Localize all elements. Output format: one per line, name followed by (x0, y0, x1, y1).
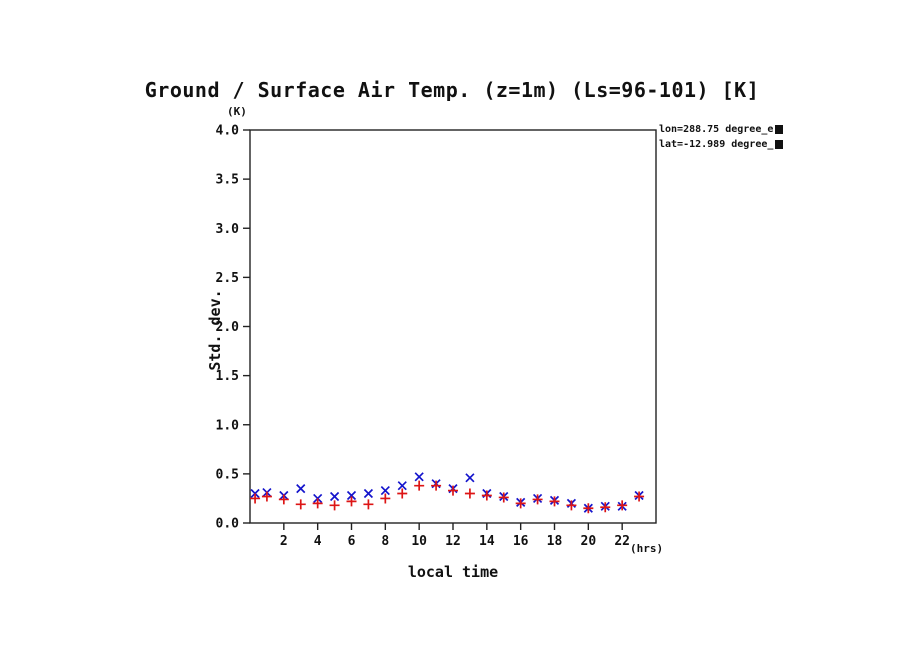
annotation-longitude-text: lon=288.75 degree_e (659, 124, 774, 135)
x-tick-label: 2 (280, 534, 288, 549)
x-tick-label: 20 (581, 534, 597, 549)
x-tick-label: 14 (479, 534, 495, 549)
red-plus-marker (448, 485, 458, 496)
y-tick-label: 0.5 (216, 467, 239, 482)
red-plus-marker (261, 491, 272, 502)
chart-title: Ground / Surface Air Temp. (z=1m) (Ls=96… (144, 78, 760, 102)
blue-x-marker (414, 472, 424, 482)
blue-x-marker (296, 484, 306, 494)
y-tick-label: 3.0 (216, 222, 240, 237)
red-plus-marker (532, 494, 543, 505)
red-plus-marker (329, 500, 340, 511)
x-tick-label: 6 (348, 534, 356, 549)
x-axis-unit-label: (hrs) (630, 542, 664, 555)
clipped-text-block (775, 125, 784, 134)
x-axis-label: local time (407, 563, 499, 581)
red-plus-marker (600, 502, 611, 513)
red-plus-marker (431, 480, 442, 491)
red-plus-marker (583, 503, 594, 514)
annotation-longitude: lon=288.75 degree_e (659, 124, 784, 135)
red-plus-marker (278, 494, 289, 505)
y-tick-label: 4.0 (216, 124, 240, 139)
red-plus-marker (346, 496, 357, 507)
red-plus-marker (464, 488, 475, 499)
y-tick-label: 2.5 (216, 271, 239, 286)
annotation-latitude-text: lat=-12.989 degree_ (659, 139, 774, 150)
y-tick-label: 1.5 (216, 369, 239, 384)
clipped-text-block (775, 140, 784, 149)
red-plus-marker (295, 499, 306, 510)
red-plus-marker (481, 490, 492, 501)
y-tick-label: 2.0 (216, 320, 240, 335)
x-tick-label: 4 (314, 534, 322, 549)
y-tick-label: 0.0 (216, 517, 240, 532)
x-tick-label: 10 (411, 534, 427, 549)
red-plus-marker (617, 500, 628, 511)
y-tick-label: 3.5 (216, 173, 239, 188)
red-plus-marker (312, 498, 323, 509)
red-plus-marker (566, 500, 577, 511)
annotation-latitude: lat=-12.989 degree_ (659, 139, 784, 150)
red-plus-marker (397, 488, 408, 499)
plot-frame (249, 129, 657, 524)
blue-x-marker (329, 491, 340, 502)
blue-x-marker (346, 490, 357, 501)
red-plus-marker (634, 491, 645, 502)
red-plus-marker (515, 498, 526, 509)
y-tick-label: 1.0 (216, 418, 240, 433)
x-tick-label: 16 (513, 534, 529, 549)
y-axis-unit-label: (K) (227, 105, 247, 118)
x-tick-label: 12 (445, 534, 461, 549)
red-plus-marker (363, 499, 374, 510)
red-plus-marker (549, 496, 560, 507)
x-tick-label: 8 (381, 534, 389, 549)
red-plus-marker (498, 492, 509, 503)
blue-x-marker (465, 473, 475, 483)
blue-x-marker (397, 481, 407, 491)
blue-x-marker (380, 485, 390, 496)
x-tick-label: 22 (614, 534, 630, 549)
red-plus-marker (414, 480, 425, 491)
red-plus-marker (380, 493, 391, 504)
red-plus-marker (250, 493, 261, 504)
x-tick-label: 18 (547, 534, 563, 549)
blue-x-marker (363, 488, 374, 499)
